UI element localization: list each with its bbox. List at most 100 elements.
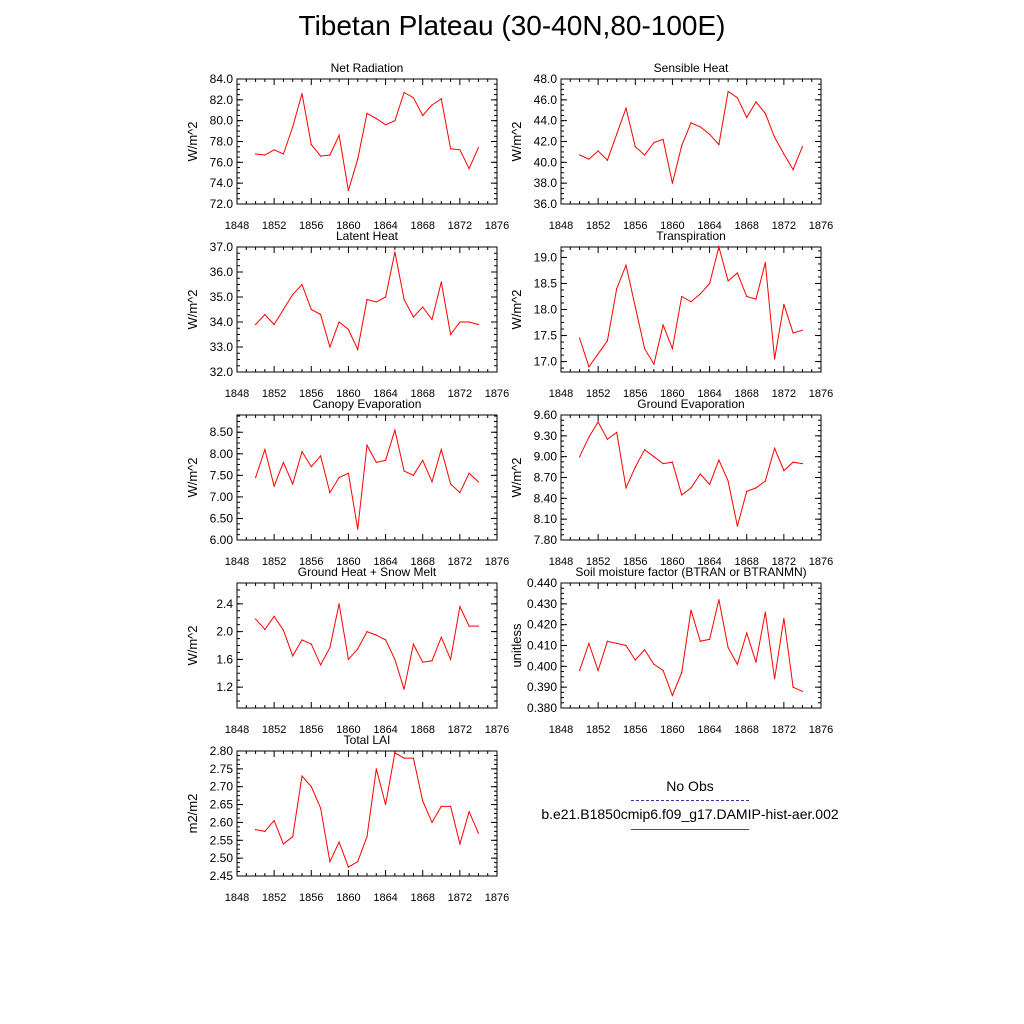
y-tick-label: 82.0 xyxy=(210,93,234,107)
data-point xyxy=(459,149,461,151)
data-point xyxy=(394,429,396,431)
x-tick-label: 1848 xyxy=(549,724,573,736)
x-tick-label: 1852 xyxy=(586,220,610,232)
data-point xyxy=(282,843,284,845)
plot-frame xyxy=(236,78,498,205)
x-tick-label: 1864 xyxy=(697,724,721,736)
data-point xyxy=(736,272,739,274)
data-point xyxy=(422,114,424,117)
x-tick-label: 1864 xyxy=(373,892,397,904)
x-tick-label: 1868 xyxy=(734,388,758,400)
y-tick-label: 34.0 xyxy=(210,315,234,329)
data-point xyxy=(746,490,748,492)
x-tick-label: 1872 xyxy=(448,724,472,736)
x-tick-label: 1876 xyxy=(809,220,833,232)
data-point xyxy=(385,296,387,298)
data-point xyxy=(736,525,739,527)
data-point xyxy=(644,154,646,156)
data-point xyxy=(699,640,701,642)
x-tick-label: 1848 xyxy=(225,892,249,904)
y-tick-label: 40.0 xyxy=(534,155,558,169)
plot-frame xyxy=(560,414,822,541)
data-point xyxy=(579,154,581,156)
data-point xyxy=(292,126,294,128)
y-axis-label: W/m^2 xyxy=(185,121,200,161)
y-axis-label: unitless xyxy=(509,623,524,668)
y-tick-label: 32.0 xyxy=(210,365,234,379)
chart-title: Canopy Evaporation xyxy=(313,397,422,411)
data-point xyxy=(764,112,766,114)
data-point xyxy=(450,333,452,336)
x-tick-label: 1864 xyxy=(373,724,397,736)
data-point xyxy=(755,661,757,663)
data-point xyxy=(579,669,581,672)
data-point xyxy=(422,661,424,663)
x-tick-label: 1852 xyxy=(262,556,286,568)
x-tick-label: 1860 xyxy=(660,556,684,568)
data-point xyxy=(310,643,312,645)
data-point xyxy=(616,642,618,645)
data-point xyxy=(468,472,470,474)
data-point xyxy=(671,461,674,463)
y-tick-label: 42.0 xyxy=(534,135,558,149)
data-point xyxy=(662,669,664,672)
data-point xyxy=(774,447,776,449)
data-point xyxy=(459,843,461,845)
x-tick-label: 1856 xyxy=(623,556,647,568)
y-tick-label: 2.0 xyxy=(216,625,233,639)
y-tick-label: 2.70 xyxy=(210,780,234,794)
data-point xyxy=(801,146,804,148)
data-point xyxy=(320,807,322,809)
data-point xyxy=(746,632,748,634)
data-point xyxy=(273,485,275,487)
data-point xyxy=(597,150,599,152)
data-point xyxy=(783,617,785,620)
y-tick-label: 2.65 xyxy=(210,798,234,812)
y-tick-label: 78.0 xyxy=(210,135,234,149)
data-point xyxy=(431,660,433,662)
data-point xyxy=(755,101,757,103)
x-tick-label: 1860 xyxy=(336,220,360,232)
y-tick-label: 76.0 xyxy=(210,155,234,169)
x-tick-label: 1860 xyxy=(336,556,360,568)
data-point xyxy=(440,636,442,638)
plot-frame xyxy=(560,582,822,709)
x-tick-label: 1864 xyxy=(697,556,721,568)
y-tick-label: 0.410 xyxy=(527,639,557,653)
data-point xyxy=(273,149,275,151)
x-tick-label: 1852 xyxy=(586,388,610,400)
data-point xyxy=(606,340,609,342)
x-tick-label: 1868 xyxy=(410,220,434,232)
data-point xyxy=(644,348,646,350)
data-point xyxy=(459,321,461,323)
data-point xyxy=(394,752,396,754)
data-point xyxy=(681,494,683,496)
data-point xyxy=(755,487,757,489)
plot-frame xyxy=(560,246,822,373)
data-point xyxy=(440,448,442,451)
data-point xyxy=(366,112,368,114)
data-point xyxy=(755,298,757,300)
data-point xyxy=(255,323,257,326)
data-point xyxy=(468,321,470,323)
x-tick-label: 1868 xyxy=(410,724,434,736)
data-point xyxy=(422,306,424,308)
data-point xyxy=(634,306,636,308)
data-point xyxy=(671,348,674,350)
data-point xyxy=(310,308,312,311)
x-tick-label: 1876 xyxy=(809,388,833,400)
data-point xyxy=(736,663,739,665)
x-tick-label: 1852 xyxy=(262,220,286,232)
y-tick-label: 9.30 xyxy=(534,429,558,443)
data-point xyxy=(264,830,266,833)
data-point xyxy=(699,473,701,475)
data-point xyxy=(450,483,452,485)
data-point xyxy=(357,648,359,650)
data-point xyxy=(783,153,785,155)
data-point xyxy=(764,480,766,482)
data-point xyxy=(634,659,636,661)
data-point xyxy=(301,451,303,453)
data-point xyxy=(690,609,692,611)
x-tick-label: 1860 xyxy=(660,220,684,232)
